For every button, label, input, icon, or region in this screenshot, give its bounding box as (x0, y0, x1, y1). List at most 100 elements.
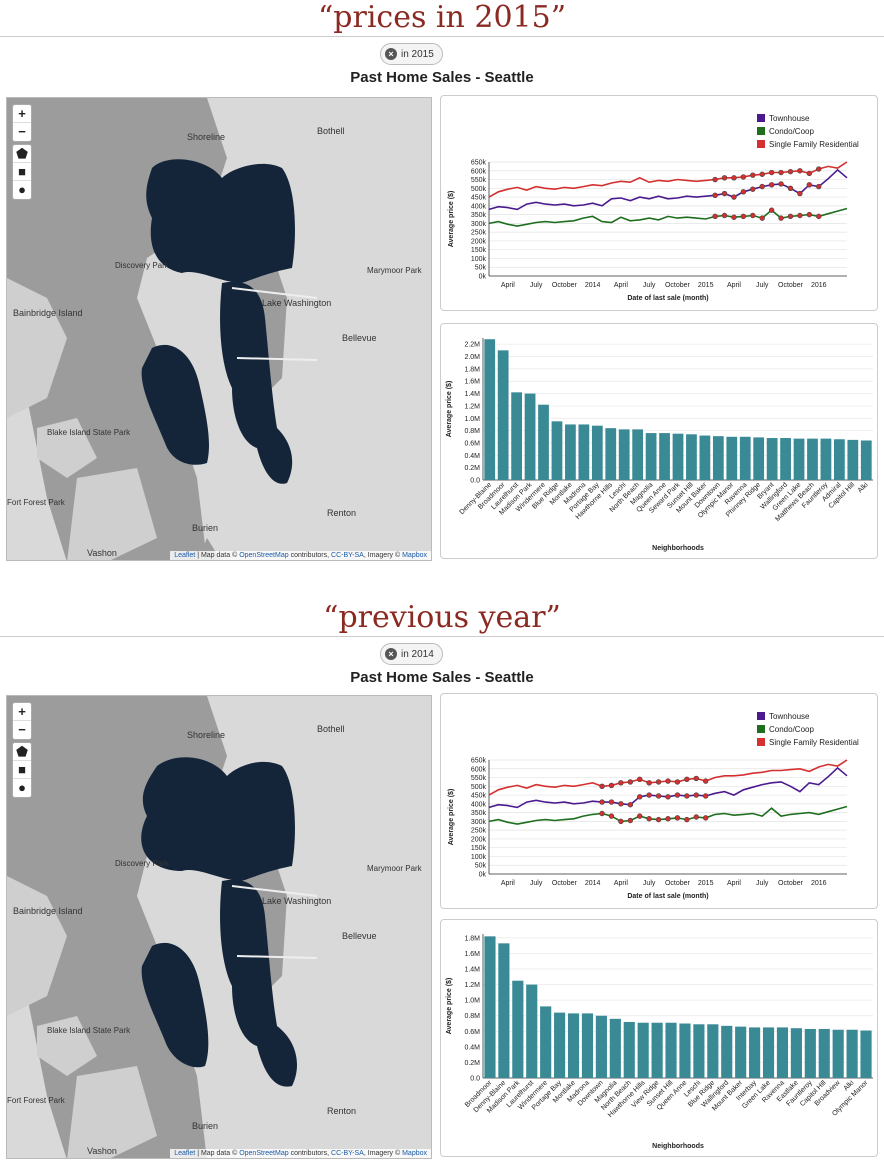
highlight-point[interactable] (702, 778, 709, 784)
highlight-point[interactable] (599, 810, 605, 817)
highlight-point[interactable] (646, 792, 652, 798)
bar[interactable] (578, 424, 590, 480)
highlight-point[interactable] (740, 189, 747, 195)
highlight-point[interactable] (816, 213, 822, 220)
highlight-point[interactable] (627, 817, 634, 824)
bar[interactable] (693, 1024, 705, 1078)
highlight-point[interactable] (693, 792, 699, 798)
bar[interactable] (739, 436, 751, 480)
highlight-point[interactable] (806, 211, 813, 218)
highlight-point[interactable] (787, 168, 794, 175)
bar[interactable] (645, 433, 657, 480)
bar[interactable] (540, 1006, 552, 1078)
bar[interactable] (735, 1026, 747, 1078)
bar[interactable] (860, 440, 872, 480)
mapbox-link[interactable]: Mapbox (402, 1150, 427, 1157)
bar[interactable] (766, 438, 778, 480)
bar[interactable] (665, 1022, 677, 1078)
bar[interactable] (780, 438, 791, 480)
highlight-point[interactable] (674, 815, 681, 821)
highlight-point[interactable] (731, 194, 737, 200)
highlight-point[interactable] (816, 166, 822, 172)
highlight-point[interactable] (618, 780, 624, 786)
bar[interactable] (726, 436, 738, 480)
highlight-point[interactable] (806, 170, 813, 177)
bar[interactable] (679, 1023, 691, 1078)
bar[interactable] (651, 1022, 663, 1078)
highlight-point[interactable] (797, 190, 803, 197)
bar[interactable] (605, 428, 617, 480)
legend-label[interactable]: Condo/Coop (769, 725, 814, 734)
highlight-point[interactable] (608, 782, 615, 789)
highlight-point[interactable] (693, 775, 699, 782)
leaflet-link[interactable]: Leaflet (174, 552, 196, 559)
highlight-point[interactable] (712, 192, 718, 199)
bar[interactable] (591, 425, 603, 480)
highlight-point[interactable] (655, 779, 662, 785)
license-link[interactable]: CC-BY-SA (331, 1150, 364, 1157)
highlight-point[interactable] (684, 793, 690, 799)
highlight-point[interactable] (674, 779, 681, 785)
highlight-point[interactable] (637, 813, 643, 819)
series-line-single-family-residential[interactable] (488, 161, 848, 198)
highlight-point[interactable] (750, 186, 756, 192)
bar[interactable] (749, 1027, 761, 1078)
mapbox-link[interactable]: Mapbox (402, 552, 427, 559)
highlight-point[interactable] (674, 792, 681, 798)
bar[interactable] (776, 1027, 789, 1078)
neighborhood-bar-chart[interactable]: 2.2M 2.0M 1.8M 1.6M 1.4M 1.2M 1.0M 0.8M 0.6M 0.4M… (441, 324, 879, 560)
highlight-point[interactable] (646, 780, 652, 786)
highlight-point[interactable] (750, 212, 756, 219)
highlight-point[interactable] (797, 212, 803, 219)
highlight-point[interactable] (655, 793, 662, 799)
bar[interactable] (632, 429, 644, 480)
highlight-point[interactable] (665, 778, 671, 784)
highlight-point[interactable] (768, 182, 775, 188)
highlight-point[interactable] (712, 213, 718, 220)
clear-filter-icon[interactable]: × (385, 648, 397, 660)
legend-label[interactable]: Single Family Residential (769, 738, 859, 747)
highlight-point[interactable] (787, 213, 794, 220)
highlight-point[interactable] (684, 776, 690, 782)
bar[interactable] (807, 438, 818, 480)
pentagon-icon[interactable]: ⬟ (13, 743, 31, 761)
highlight-point[interactable] (759, 215, 765, 221)
square-icon[interactable]: ■ (13, 163, 31, 181)
bar[interactable] (538, 404, 549, 480)
highlight-point[interactable] (778, 169, 784, 176)
price-trend-line-chart[interactable]: Townhouse Condo/Coop Single Family Residen… (441, 96, 879, 312)
series-line-condo-coop[interactable] (488, 207, 848, 227)
bar[interactable] (551, 421, 563, 480)
bar[interactable] (637, 1022, 649, 1078)
highlight-point[interactable] (665, 794, 671, 800)
highlight-point[interactable] (721, 175, 728, 181)
bar[interactable] (712, 436, 724, 480)
bar[interactable] (484, 339, 496, 480)
sales-map[interactable]: + − ⬟ ■ ● Shoreline Bothell Discovery Pa… (6, 695, 432, 1159)
filter-chip[interactable]: × in 2015 (380, 43, 443, 65)
highlight-point[interactable] (637, 776, 643, 782)
bar[interactable] (672, 433, 684, 480)
bar[interactable] (699, 435, 711, 480)
bar[interactable] (512, 980, 524, 1078)
bar[interactable] (526, 984, 538, 1078)
bar[interactable] (818, 1028, 830, 1078)
highlight-point[interactable] (637, 794, 643, 800)
series-line-townhouse[interactable] (488, 766, 848, 809)
bar[interactable] (832, 1029, 844, 1078)
bar[interactable] (834, 439, 845, 480)
zoom-in-button[interactable]: + (13, 703, 31, 721)
highlight-point[interactable] (599, 783, 605, 790)
highlight-point[interactable] (693, 814, 699, 820)
bar[interactable] (497, 350, 509, 480)
clear-filter-icon[interactable]: × (385, 48, 397, 60)
leaflet-link[interactable]: Leaflet (174, 1150, 196, 1157)
highlight-point[interactable] (731, 175, 737, 181)
osm-link[interactable]: OpenStreetMap (239, 1150, 289, 1157)
highlight-point[interactable] (618, 818, 624, 825)
bar[interactable] (721, 1025, 733, 1078)
series-line-townhouse[interactable] (488, 168, 848, 211)
highlight-point[interactable] (806, 182, 813, 188)
bar[interactable] (609, 1018, 621, 1078)
highlight-point[interactable] (740, 213, 747, 220)
